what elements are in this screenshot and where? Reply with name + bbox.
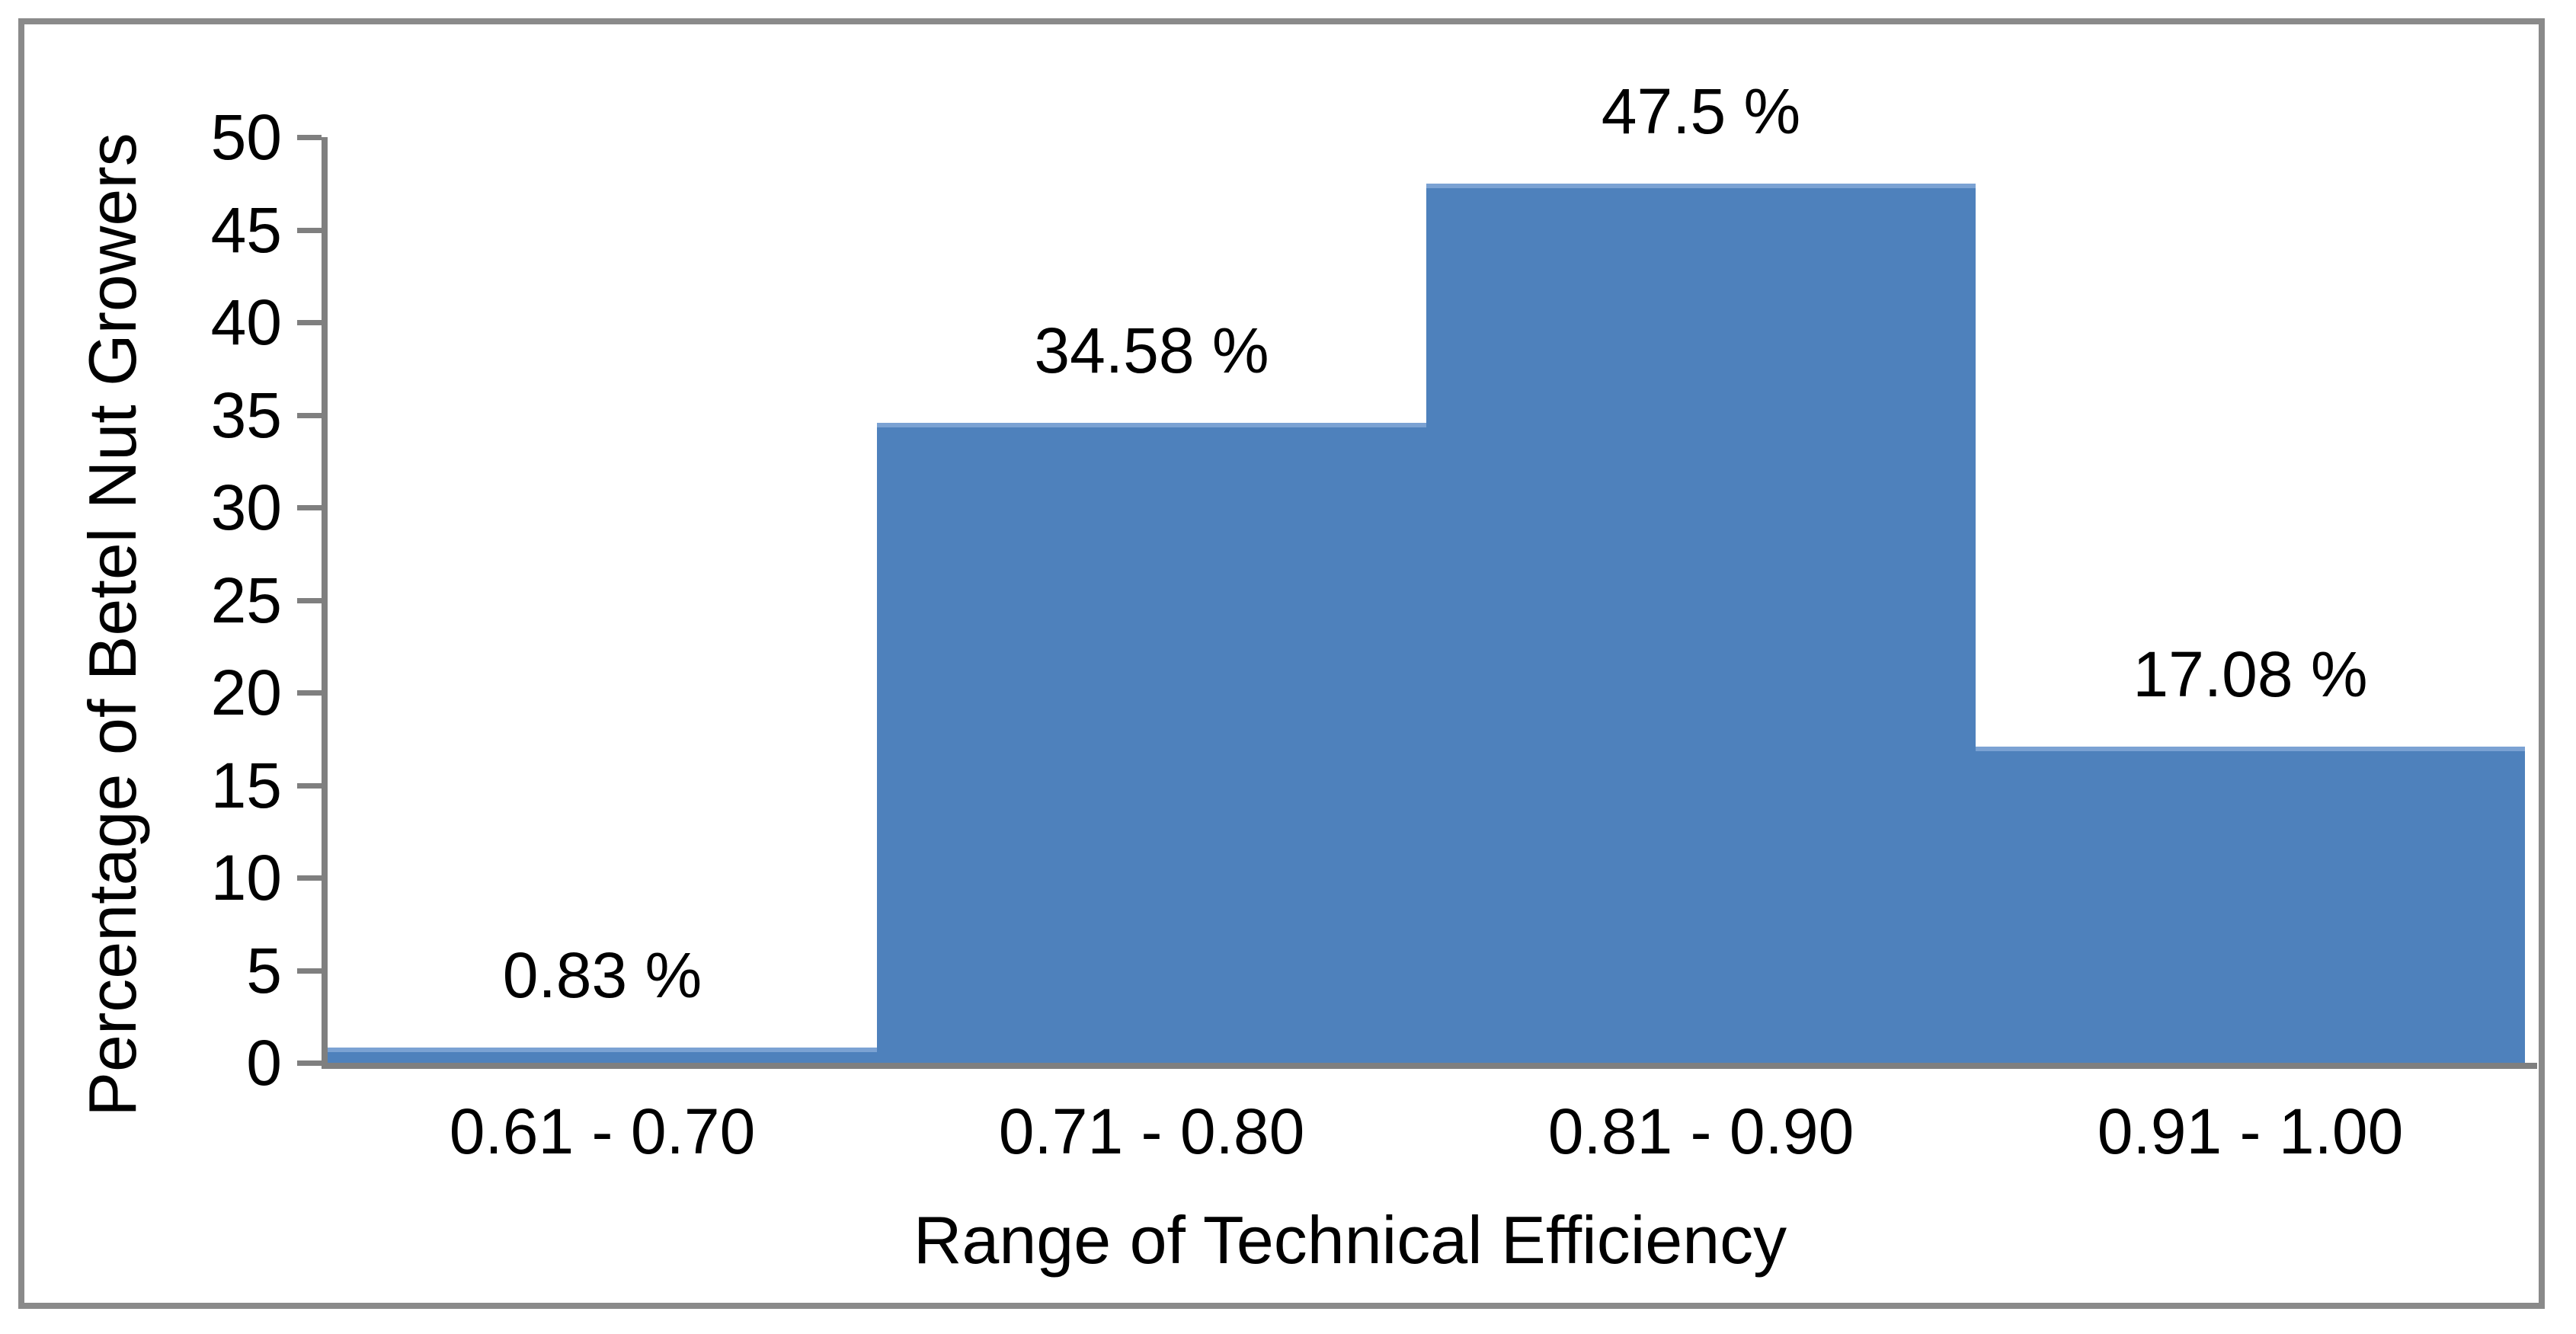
bar-value-label: 34.58 % bbox=[1034, 314, 1269, 386]
y-tick-label: 40 bbox=[210, 286, 282, 358]
bar-value-label: 0.83 % bbox=[502, 939, 702, 1011]
x-tick-label: 0.71 - 0.80 bbox=[998, 1096, 1305, 1167]
bar bbox=[1426, 183, 1976, 1063]
y-tick-mark bbox=[297, 505, 322, 510]
y-tick-mark bbox=[297, 412, 322, 418]
y-tick-label: 15 bbox=[210, 749, 282, 821]
x-axis-title: Range of Technical Efficiency bbox=[913, 1202, 1787, 1278]
y-tick-label: 45 bbox=[210, 194, 282, 266]
x-tick-label: 0.81 - 0.90 bbox=[1547, 1096, 1854, 1167]
bar bbox=[328, 1047, 877, 1063]
y-axis-line bbox=[322, 137, 328, 1069]
y-tick-label: 35 bbox=[210, 379, 282, 451]
y-tick-mark bbox=[297, 690, 322, 696]
bar bbox=[877, 422, 1426, 1063]
y-tick-mark bbox=[297, 227, 322, 233]
x-tick-label: 0.91 - 1.00 bbox=[2097, 1096, 2404, 1167]
y-tick-mark bbox=[297, 597, 322, 603]
y-tick-label: 30 bbox=[210, 472, 282, 543]
x-tick-label: 0.61 - 0.70 bbox=[449, 1096, 756, 1167]
bar-value-label: 17.08 % bbox=[2133, 638, 2368, 710]
y-tick-label: 5 bbox=[246, 934, 282, 1006]
y-tick-label: 50 bbox=[210, 101, 282, 173]
chart-border-frame bbox=[18, 18, 2545, 1309]
y-tick-label: 20 bbox=[210, 657, 282, 728]
y-tick-mark bbox=[297, 135, 322, 140]
y-tick-mark bbox=[297, 1060, 322, 1066]
x-axis-line bbox=[322, 1063, 2537, 1069]
y-tick-mark bbox=[297, 320, 322, 325]
y-tick-label: 10 bbox=[210, 842, 282, 913]
bar-value-label: 47.5 % bbox=[1601, 75, 1801, 147]
y-tick-label: 0 bbox=[246, 1027, 282, 1099]
y-tick-mark bbox=[297, 875, 322, 881]
y-tick-mark bbox=[297, 968, 322, 974]
y-tick-label: 25 bbox=[210, 564, 282, 636]
y-tick-mark bbox=[297, 782, 322, 789]
bar bbox=[1976, 746, 2525, 1063]
